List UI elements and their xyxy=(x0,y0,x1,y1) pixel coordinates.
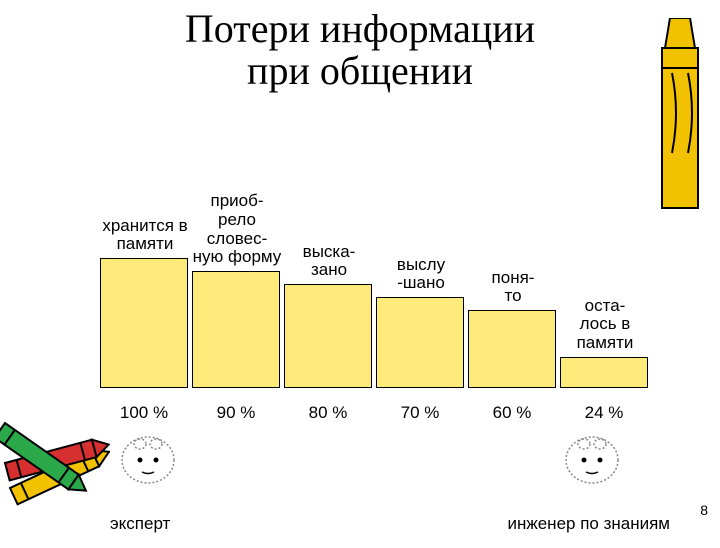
bar-percent: 80 % xyxy=(284,403,372,423)
bar-percent: 24 % xyxy=(560,403,648,423)
bar-label: выска-зано xyxy=(279,243,379,280)
bar-percent: 60 % xyxy=(468,403,556,423)
bar-label: оста-лось в памяти xyxy=(555,297,655,353)
bar xyxy=(100,258,188,388)
bar-label: приоб-рело словес-ную форму xyxy=(187,192,287,267)
crayon-decor-top-right xyxy=(650,18,710,223)
engineer-face-icon xyxy=(562,430,622,485)
expert-face-icon xyxy=(118,430,178,485)
title-line2: при общении xyxy=(247,48,473,93)
bar-label: поня-то xyxy=(463,269,563,306)
bar xyxy=(376,297,464,388)
page-number: 8 xyxy=(700,502,708,518)
percent-row: 100 %90 %80 %70 %60 %24 % xyxy=(100,403,660,427)
expert-label: эксперт xyxy=(110,514,170,534)
bar xyxy=(192,271,280,388)
crayon-decor-bottom-left xyxy=(0,388,110,543)
slide-title: Потери информации при общении xyxy=(0,8,720,92)
bar-percent: 100 % xyxy=(100,403,188,423)
bar-percent: 90 % xyxy=(192,403,280,423)
bar-chart: хранится в памятиприоб-рело словес-ную ф… xyxy=(100,238,660,388)
bar-percent: 70 % xyxy=(376,403,464,423)
bar xyxy=(560,357,648,388)
bar xyxy=(468,310,556,388)
bar-label: хранится в памяти xyxy=(95,217,195,254)
engineer-label: инженер по знаниям xyxy=(507,514,670,534)
bar xyxy=(284,284,372,388)
bar-label: выслу-шано xyxy=(371,256,471,293)
title-line1: Потери информации xyxy=(185,6,535,51)
